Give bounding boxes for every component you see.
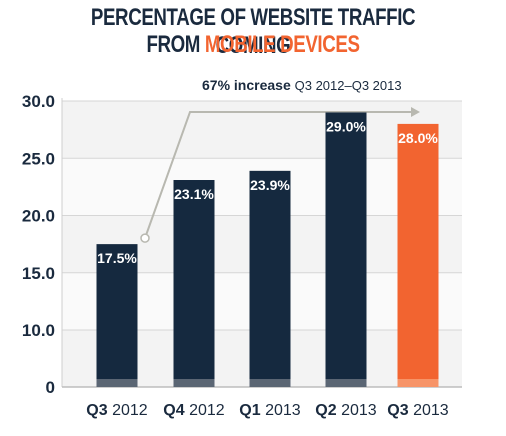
category-year: 2013 — [413, 402, 449, 419]
bar — [249, 170, 291, 387]
category-quarter: Q2 — [315, 402, 341, 419]
increase-annotation-range: Q3 2012–Q3 2013 — [295, 78, 402, 93]
bar-foot — [173, 379, 215, 387]
y-tick-label: 0 — [46, 378, 55, 397]
category-quarter: Q3 — [86, 402, 112, 419]
chart-title-prefix: FROM — [146, 31, 205, 58]
chart-title-line-2: FROM MOBILE DEVICES — [56, 31, 451, 59]
bar — [96, 244, 138, 387]
y-tick-label: 15.0 — [22, 264, 55, 283]
connector-arrowhead — [411, 107, 420, 117]
category-quarter: Q3 — [387, 402, 413, 419]
grid-band — [62, 101, 462, 159]
x-category-label: Q4 2012 — [163, 402, 224, 419]
y-tick-label: 30.0 — [22, 92, 55, 111]
category-year: 2012 — [189, 402, 225, 419]
bar-value-label: 23.9% — [250, 177, 290, 193]
x-category-label: Q3 2012 — [86, 402, 147, 419]
category-quarter: Q1 — [239, 402, 265, 419]
category-quarter: Q4 — [163, 402, 189, 419]
bar-foot — [397, 379, 439, 387]
category-year: 2013 — [265, 402, 301, 419]
bar-foot — [249, 379, 291, 387]
category-year: 2012 — [112, 402, 148, 419]
bar-value-label: 23.1% — [174, 186, 214, 202]
increase-connector — [144, 111, 414, 239]
x-category-label: Q3 2013 — [387, 402, 448, 419]
x-category-label: Q1 2013 — [239, 402, 300, 419]
connector-start-dot — [140, 233, 150, 243]
bar-value-label: 28.0% — [398, 130, 438, 146]
bar — [173, 180, 215, 387]
y-tick-label: 10.0 — [22, 321, 55, 340]
bar-value-label: 17.5% — [97, 250, 137, 266]
y-tick-label: 20.0 — [22, 207, 55, 226]
increase-annotation: 67% increase Q3 2012–Q3 2013 — [202, 77, 402, 93]
chart-title-line-1: PERCENTAGE OF WEBSITE TRAFFIC COMING — [90, 4, 416, 59]
bar-foot — [96, 379, 138, 387]
y-tick-label: 25.0 — [22, 149, 55, 168]
bar-value-label: 29.0% — [326, 118, 366, 134]
x-category-label: Q2 2013 — [315, 402, 376, 419]
bar — [325, 112, 367, 387]
chart-title-highlight: MOBILE DEVICES — [204, 31, 360, 58]
increase-annotation-bold: 67% increase — [202, 77, 295, 93]
bar — [397, 123, 439, 388]
bar-foot — [325, 379, 367, 387]
category-year: 2013 — [341, 402, 377, 419]
